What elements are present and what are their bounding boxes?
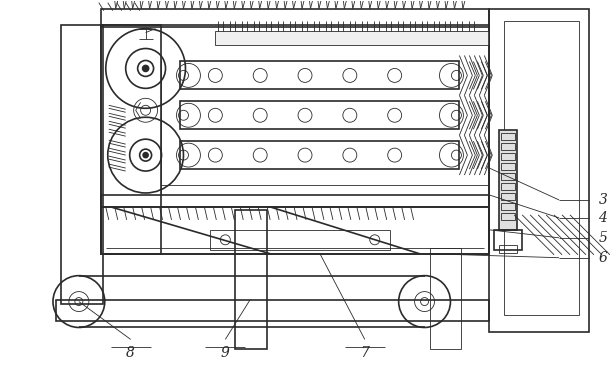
Text: 3: 3: [599, 193, 607, 207]
Circle shape: [143, 66, 148, 71]
Bar: [501, 163, 515, 170]
Bar: [501, 193, 515, 200]
Text: 5: 5: [599, 231, 607, 245]
Bar: [211, 230, 390, 250]
Text: 7: 7: [360, 346, 369, 360]
Bar: [101, 9, 489, 26]
Bar: [501, 173, 515, 180]
Bar: [101, 207, 489, 254]
Bar: [101, 195, 489, 207]
Bar: [501, 203, 515, 210]
Bar: [501, 183, 515, 190]
Bar: [501, 133, 515, 140]
Bar: [180, 101, 460, 129]
Bar: [505, 21, 579, 315]
Bar: [235, 210, 267, 349]
Text: 8: 8: [126, 346, 135, 360]
Bar: [101, 25, 161, 254]
Text: 6: 6: [599, 251, 607, 265]
Bar: [501, 213, 515, 220]
Bar: [216, 31, 489, 45]
Bar: [61, 25, 103, 304]
Bar: [501, 153, 515, 160]
Bar: [500, 245, 517, 253]
Bar: [501, 143, 515, 150]
Bar: [180, 61, 460, 89]
Bar: [429, 248, 461, 349]
Bar: [56, 300, 489, 322]
Text: 9: 9: [221, 346, 230, 360]
Circle shape: [143, 153, 148, 158]
Text: 4: 4: [599, 211, 607, 225]
Bar: [494, 230, 522, 250]
Bar: [180, 141, 460, 169]
Bar: [500, 130, 517, 230]
Bar: [489, 9, 589, 332]
Bar: [101, 25, 489, 254]
